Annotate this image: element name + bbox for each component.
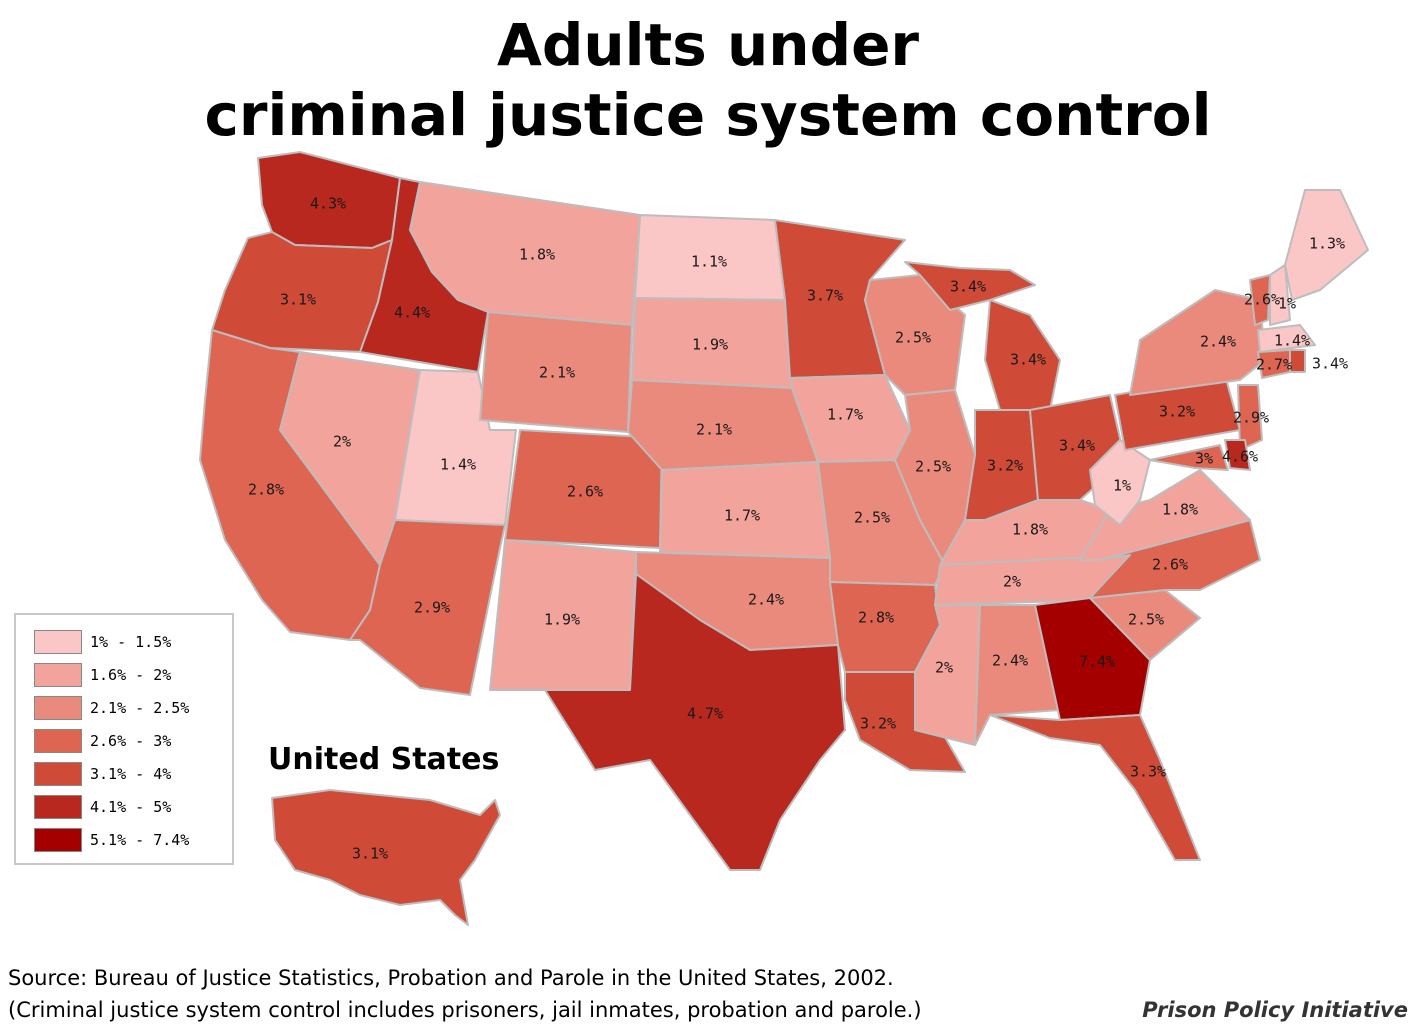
legend-item: 3.1% - 4% — [34, 761, 171, 787]
legend-label: 5.1% - 7.4% — [90, 831, 190, 849]
state-ga — [1034, 597, 1151, 721]
state-de — [1224, 439, 1251, 471]
map-legend: 1% - 1.5% 1.6% - 2% 2.1% - 2.5% 2.6% - 3% 3.… — [14, 613, 234, 865]
state-label-ky: 1.8% — [1012, 521, 1048, 539]
state-label-ct: 2.7% — [1256, 356, 1292, 374]
us-total-value: 3.1% — [352, 845, 388, 863]
state-label-nm: 1.9% — [544, 611, 580, 629]
state-vt — [1249, 274, 1271, 326]
state-label-ri: 3.4% — [1312, 355, 1348, 373]
state-tx — [544, 573, 846, 871]
state-upmi — [904, 261, 1036, 311]
state-label-mo: 2.5% — [854, 509, 890, 527]
state-label-ar: 2.8% — [858, 609, 894, 627]
legend-label: 1% - 1.5% — [90, 633, 172, 651]
state-label-ok: 2.4% — [748, 591, 784, 609]
state-label-la: 3.2% — [860, 715, 896, 733]
state-nj — [1237, 384, 1263, 451]
state-label-ga: 7.4% — [1079, 653, 1115, 671]
legend-item: 1% - 1.5% — [34, 629, 171, 655]
state-label-nc: 2.6% — [1152, 556, 1188, 574]
state-label-ne: 2.1% — [696, 421, 732, 439]
state-nh — [1269, 264, 1291, 326]
state-label-upmi: 3.4% — [950, 278, 986, 296]
legend-item: 2.6% - 3% — [34, 728, 171, 754]
state-label-in: 3.2% — [987, 457, 1023, 475]
state-label-fl: 3.3% — [1130, 763, 1166, 781]
state-label-sc: 2.5% — [1128, 611, 1164, 629]
state-label-al: 2.4% — [992, 652, 1028, 670]
state-nc — [1089, 519, 1261, 599]
legend-swatch — [34, 663, 82, 687]
state-label-wa: 4.3% — [310, 195, 346, 213]
state-label-pa: 3.2% — [1159, 403, 1195, 421]
state-label-va: 1.8% — [1162, 501, 1198, 519]
state-label-me: 1.3% — [1309, 235, 1345, 253]
state-label-id: 4.4% — [394, 304, 430, 322]
state-ma — [1257, 324, 1316, 353]
legend-item: 4.1% - 5% — [34, 794, 171, 820]
source-note: Source: Bureau of Justice Statistics, Pr… — [8, 966, 894, 990]
legend-swatch — [34, 630, 82, 654]
state-label-wi: 2.5% — [895, 329, 931, 347]
state-me — [1284, 189, 1369, 301]
state-label-ma: 1.4% — [1274, 332, 1310, 350]
legend-label: 1.6% - 2% — [90, 666, 172, 684]
state-al — [974, 604, 1061, 746]
state-label-oh: 3.4% — [1059, 437, 1095, 455]
legend-item: 1.6% - 2% — [34, 662, 171, 688]
state-az — [349, 519, 506, 696]
legend-swatch — [34, 762, 82, 786]
state-label-ms: 2% — [935, 659, 953, 677]
map-title: Adults under criminal justice system cont… — [204, 11, 1212, 149]
state-md — [1149, 444, 1229, 471]
state-label-de: 4.6% — [1222, 448, 1258, 466]
state-label-nj: 2.9% — [1233, 409, 1269, 427]
state-label-mi: 3.4% — [1010, 351, 1046, 369]
state-label-or: 3.1% — [280, 291, 316, 309]
state-label-mn: 3.7% — [807, 287, 843, 305]
state-label-ut: 1.4% — [440, 456, 476, 474]
state-label-co: 2.6% — [567, 483, 603, 501]
legend-swatch — [34, 729, 82, 753]
us-total-shape — [271, 789, 501, 926]
state-label-ks: 1.7% — [724, 507, 760, 525]
state-ri — [1289, 349, 1306, 373]
legend-label: 4.1% - 5% — [90, 798, 172, 816]
legend-label: 2.1% - 2.5% — [90, 699, 190, 717]
legend-label: 2.6% - 3% — [90, 732, 172, 750]
legend-swatch — [34, 696, 82, 720]
state-label-il: 2.5% — [915, 458, 951, 476]
state-label-tx: 4.7% — [687, 705, 723, 723]
state-label-vt: 2.6% — [1244, 291, 1280, 309]
legend-item: 5.1% - 7.4% — [34, 827, 189, 853]
legend-swatch — [34, 828, 82, 852]
state-label-ca: 2.8% — [248, 481, 284, 499]
state-label-wv: 1% — [1113, 477, 1131, 495]
state-label-ia: 1.7% — [827, 406, 863, 424]
state-wv — [1089, 439, 1151, 526]
legend-item: 2.1% - 2.5% — [34, 695, 189, 721]
state-label-az: 2.9% — [414, 599, 450, 617]
state-label-nd: 1.1% — [691, 253, 727, 271]
definition-note: (Criminal justice system control include… — [8, 998, 922, 1022]
legend-label: 3.1% - 4% — [90, 765, 172, 783]
publisher-credit: Prison Policy Initiative — [1142, 998, 1408, 1022]
us-total-heading: United States — [268, 742, 500, 777]
state-label-nv: 2% — [333, 433, 351, 451]
state-label-sd: 1.9% — [692, 336, 728, 354]
state-label-ny: 2.4% — [1200, 333, 1236, 351]
state-label-tn: 2% — [1003, 573, 1021, 591]
state-label-wy: 2.1% — [539, 364, 575, 382]
legend-swatch — [34, 795, 82, 819]
state-fl — [989, 714, 1201, 861]
state-label-md: 3% — [1195, 450, 1213, 468]
state-label-nh: 1% — [1278, 295, 1296, 313]
state-label-mt: 1.8% — [519, 246, 555, 264]
